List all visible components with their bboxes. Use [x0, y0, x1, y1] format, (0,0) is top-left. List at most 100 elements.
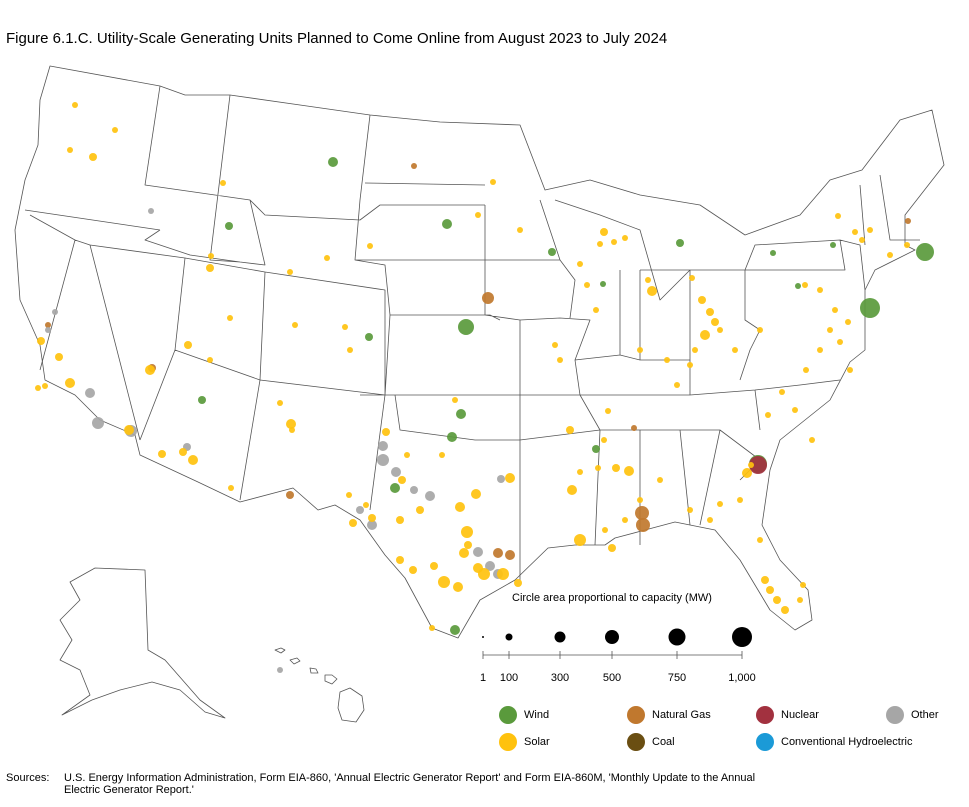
- sources-label: Sources:: [6, 772, 50, 784]
- solar-unit-marker: [611, 239, 617, 245]
- solar-unit-marker: [145, 365, 155, 375]
- solar-unit-marker: [761, 576, 769, 584]
- legend-item-coal: Coal: [627, 733, 675, 751]
- solar-unit-marker: [439, 452, 445, 458]
- other-unit-marker: [391, 467, 401, 477]
- scale-label-1000: 1,000: [728, 672, 756, 684]
- legend-item-wind: Wind: [499, 706, 549, 724]
- wind-unit-marker: [365, 333, 373, 341]
- other-unit-marker: [52, 309, 58, 315]
- solar-unit-marker: [637, 347, 643, 353]
- solar-unit-marker: [497, 568, 509, 580]
- solar-unit-marker: [452, 397, 458, 403]
- contiguous-us-outline: [14, 65, 945, 639]
- solar-unit-marker: [717, 327, 723, 333]
- solar-unit-marker: [324, 255, 330, 261]
- wind-swatch: [499, 706, 517, 724]
- solar-unit-marker: [584, 282, 590, 288]
- solar-unit-marker: [188, 455, 198, 465]
- other-unit-marker: [485, 561, 495, 571]
- scale-label-1: 1: [479, 672, 487, 684]
- solar-unit-marker: [601, 437, 607, 443]
- solar-unit-marker: [664, 357, 670, 363]
- solar-unit-marker: [346, 492, 352, 498]
- solar-unit-marker: [817, 347, 823, 353]
- solar-unit-marker: [453, 582, 463, 592]
- solar-unit-marker: [781, 606, 789, 614]
- natural-gas-unit-marker: [636, 518, 650, 532]
- natural-gas-unit-marker: [635, 506, 649, 520]
- solar-unit-marker: [779, 389, 785, 395]
- solar-unit-marker: [647, 286, 657, 296]
- solar-unit-marker: [711, 318, 719, 326]
- solar-unit-marker: [42, 383, 48, 389]
- solar-unit-marker: [396, 516, 404, 524]
- scale-label-750: 750: [667, 672, 687, 684]
- solar-unit-marker: [867, 227, 873, 233]
- legend-label: Wind: [524, 709, 550, 721]
- solar-unit-marker: [455, 502, 465, 512]
- solar-unit-marker: [35, 385, 41, 391]
- solar-unit-marker: [557, 357, 563, 363]
- wind-unit-marker: [328, 157, 338, 167]
- natural-gas-unit-marker: [286, 491, 294, 499]
- solar-swatch: [499, 733, 517, 751]
- solar-unit-marker: [809, 437, 815, 443]
- solar-unit-marker: [859, 237, 865, 243]
- sources-text: U.S. Energy Information Administration, …: [64, 772, 756, 796]
- solar-unit-marker: [382, 428, 390, 436]
- solar-unit-marker: [347, 347, 353, 353]
- solar-unit-marker: [852, 229, 858, 235]
- solar-unit-marker: [577, 469, 583, 475]
- other-unit-marker: [277, 667, 283, 673]
- solar-unit-marker: [657, 477, 663, 483]
- solar-unit-marker: [292, 322, 298, 328]
- solar-unit-marker: [706, 308, 714, 316]
- coal-swatch: [627, 733, 645, 751]
- natural-gas-unit-marker: [505, 550, 515, 560]
- legend-label: Nuclear: [781, 709, 819, 721]
- solar-unit-marker: [349, 519, 357, 527]
- solar-unit-marker: [602, 527, 608, 533]
- solar-unit-marker: [802, 282, 808, 288]
- solar-unit-marker: [367, 243, 373, 249]
- other-unit-marker: [367, 520, 377, 530]
- solar-unit-marker: [430, 562, 438, 570]
- solar-unit-marker: [698, 296, 706, 304]
- solar-unit-marker: [707, 517, 713, 523]
- solar-unit-marker: [597, 241, 603, 247]
- hydro-swatch: [756, 733, 774, 751]
- solar-unit-marker: [67, 147, 73, 153]
- other-unit-marker: [85, 388, 95, 398]
- wind-unit-marker: [450, 625, 460, 635]
- wind-unit-marker: [860, 298, 880, 318]
- solar-unit-marker: [206, 264, 214, 272]
- wind-unit-marker: [458, 319, 474, 335]
- other-unit-marker: [378, 441, 388, 451]
- natural-gas-unit-marker: [45, 322, 51, 328]
- wind-unit-marker: [830, 242, 836, 248]
- wind-unit-marker: [600, 281, 606, 287]
- legend-label: Natural Gas: [652, 709, 711, 721]
- scale-circle-1: [482, 636, 484, 638]
- wind-unit-marker: [916, 243, 934, 261]
- solar-unit-marker: [517, 227, 523, 233]
- solar-unit-marker: [179, 448, 187, 456]
- solar-unit-marker: [514, 579, 522, 587]
- scale-label-300: 300: [550, 672, 570, 684]
- solar-unit-marker: [552, 342, 558, 348]
- wind-unit-marker: [225, 222, 233, 230]
- solar-unit-marker: [608, 544, 616, 552]
- solar-unit-marker: [904, 242, 910, 248]
- solar-unit-marker: [687, 362, 693, 368]
- other-swatch: [886, 706, 904, 724]
- solar-unit-marker: [757, 537, 763, 543]
- scale-label-500: 500: [602, 672, 622, 684]
- other-unit-marker: [473, 547, 483, 557]
- scale-title: Circle area proportional to capacity (MW…: [512, 592, 712, 604]
- scale-circle-500: [605, 630, 619, 644]
- natural-gas-unit-marker: [905, 218, 911, 224]
- internal-borders: [24, 85, 920, 580]
- solar-unit-marker: [847, 367, 853, 373]
- solar-unit-marker: [637, 497, 643, 503]
